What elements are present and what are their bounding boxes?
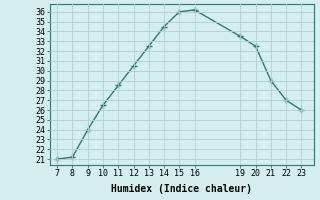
X-axis label: Humidex (Indice chaleur): Humidex (Indice chaleur) (111, 184, 252, 194)
